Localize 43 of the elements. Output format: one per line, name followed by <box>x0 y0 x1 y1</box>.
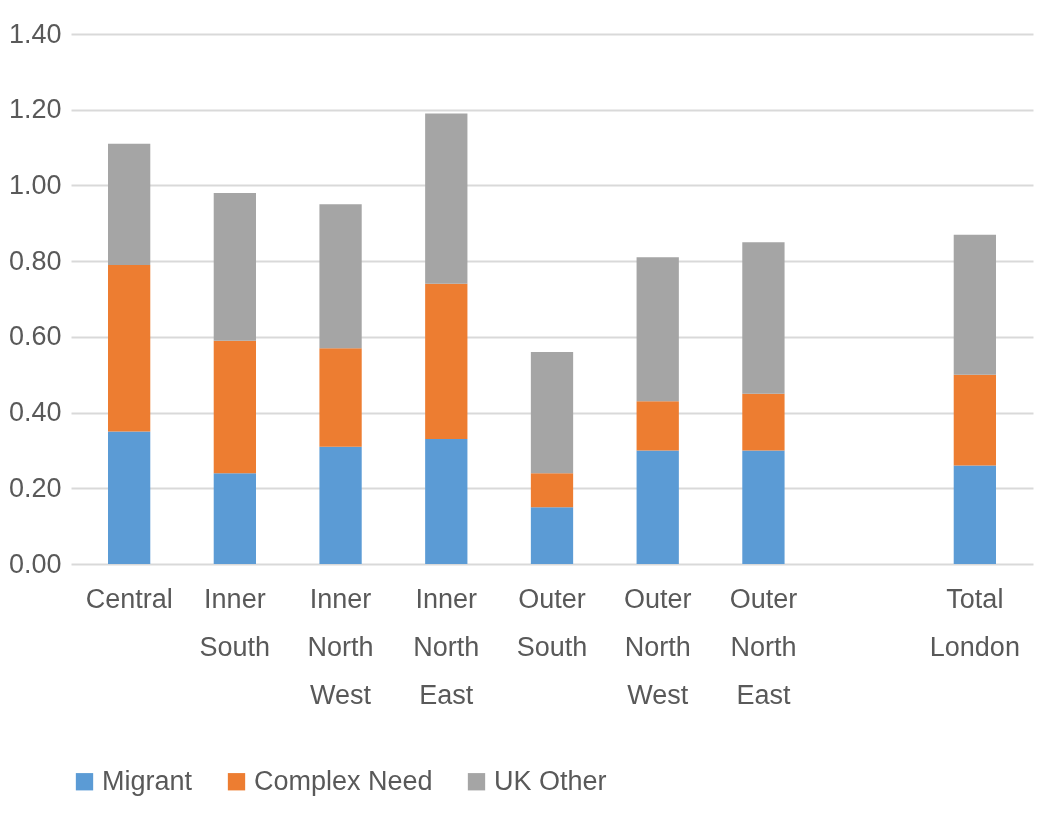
bar <box>636 257 679 402</box>
y-tick-label: 0.40 <box>8 397 62 428</box>
bar <box>636 401 679 451</box>
y-tick-label: 0.00 <box>8 548 62 579</box>
y-tick-label: 0.80 <box>8 245 62 276</box>
bar <box>108 143 151 265</box>
bar <box>636 450 679 564</box>
bar <box>213 340 256 474</box>
bar <box>213 473 256 564</box>
y-tick-label: 1.00 <box>8 169 62 200</box>
y-tick-label: 0.60 <box>8 321 62 352</box>
x-tick-label: Inner South <box>199 583 271 662</box>
legend-label: UK Other <box>494 765 607 796</box>
bar <box>953 234 996 375</box>
bar <box>319 446 362 564</box>
bar <box>953 374 996 466</box>
legend-label: Complex Need <box>254 765 433 796</box>
x-tick-label: Inner North West <box>307 583 374 710</box>
x-tick-label: Central <box>85 583 173 614</box>
bar <box>319 204 362 349</box>
bar <box>425 283 468 440</box>
x-tick-label: Inner North East <box>413 583 480 710</box>
y-tick-label: 0.20 <box>8 472 62 503</box>
x-tick-label: Outer North East <box>729 583 798 710</box>
bar <box>108 264 151 432</box>
bar <box>530 352 574 474</box>
y-tick-label: 1.20 <box>8 94 62 125</box>
bar <box>213 193 256 341</box>
x-tick-label: Outer South <box>516 583 588 662</box>
bar <box>425 439 468 564</box>
x-tick-label: Total London <box>929 583 1020 662</box>
bar <box>742 393 785 451</box>
x-tick-label: Outer North West <box>623 583 692 710</box>
bar <box>953 465 996 564</box>
bar <box>742 450 785 564</box>
bar <box>742 242 785 394</box>
legend-label: Migrant <box>102 765 193 796</box>
bar <box>108 431 151 564</box>
bar <box>425 113 468 284</box>
bar <box>319 348 362 447</box>
bar <box>530 473 574 508</box>
y-tick-label: 1.40 <box>8 18 62 49</box>
bar <box>530 507 574 564</box>
